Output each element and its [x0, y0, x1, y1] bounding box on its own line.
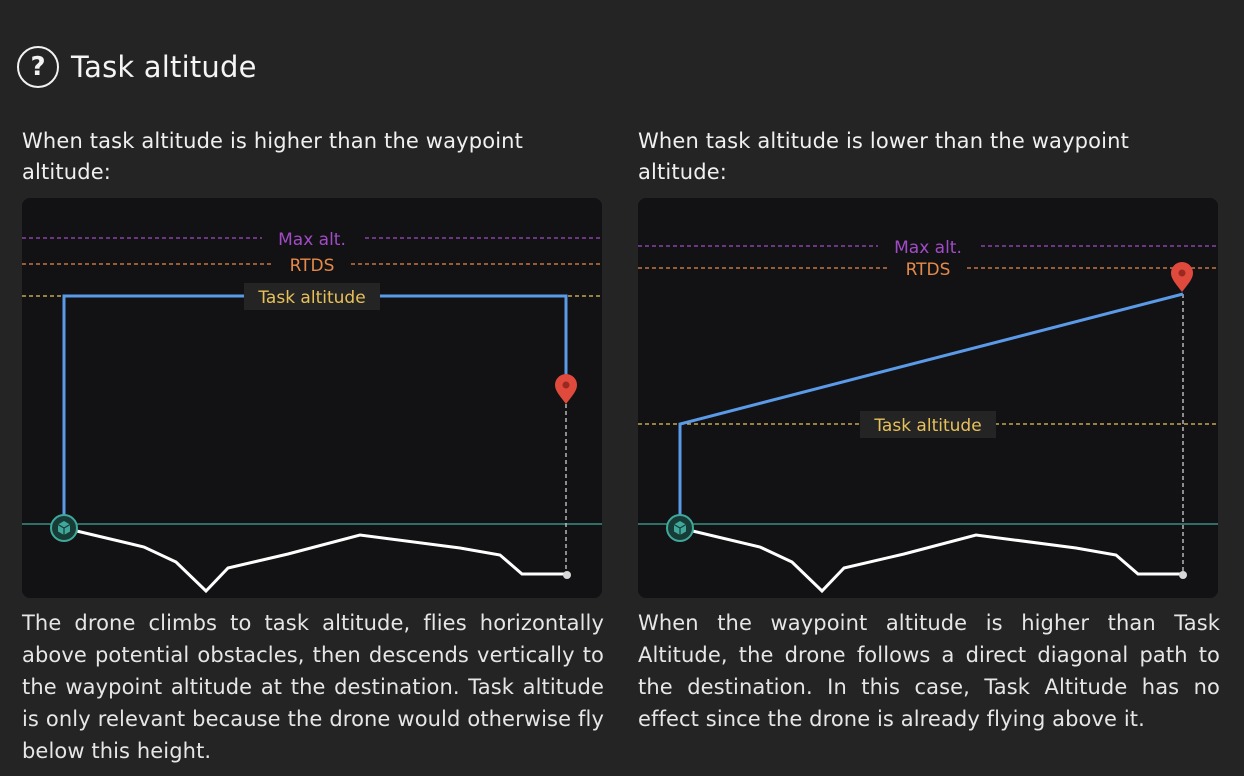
rtds-label-bg	[890, 258, 966, 280]
task-altitude-label: Task altitude	[873, 416, 981, 436]
question-circle-icon[interactable]: ?	[17, 46, 59, 88]
rtds-label-bg	[274, 253, 350, 277]
higher-case-heading: When task altitude is higher than the wa…	[22, 129, 524, 184]
lower-case-column: When task altitude is lower than the way…	[638, 126, 1220, 735]
higher-case-description: The drone climbs to task altitude, flies…	[22, 611, 604, 763]
task-altitude-label-bg	[860, 411, 996, 438]
lower-case-description: When the waypoint altitude is higher tha…	[638, 611, 1220, 731]
lower-case-diagram: Max alt. RTDS Task altitude	[638, 198, 1218, 598]
destination-ground-dot	[1179, 571, 1187, 579]
drone-box-icon	[50, 514, 78, 542]
map-pin-icon	[1171, 262, 1193, 292]
flight-path	[62, 294, 568, 524]
map-pin-icon	[555, 374, 577, 404]
flight-path	[678, 292, 1184, 524]
higher-case-column: When task altitude is higher than the wa…	[22, 126, 604, 767]
terrain-profile	[679, 526, 1182, 594]
header: ? Task altitude	[17, 43, 257, 91]
max-alt-label: Max alt.	[278, 230, 346, 250]
lower-case-heading: When task altitude is lower than the way…	[638, 129, 1129, 184]
terrain-profile	[63, 526, 566, 594]
max-alt-label: Max alt.	[894, 238, 962, 258]
page-title: Task altitude	[71, 50, 257, 84]
task-altitude-label: Task altitude	[257, 288, 365, 308]
destination-ground-dot	[563, 571, 571, 579]
rtds-label: RTDS	[290, 256, 335, 276]
max-alt-label-bg	[878, 234, 978, 258]
rtds-label: RTDS	[906, 260, 951, 280]
higher-case-diagram: Max alt. RTDS Task altitude	[22, 198, 602, 598]
task-altitude-label-bg	[244, 283, 380, 310]
drone-box-icon	[666, 514, 694, 542]
max-alt-label-bg	[262, 226, 362, 250]
